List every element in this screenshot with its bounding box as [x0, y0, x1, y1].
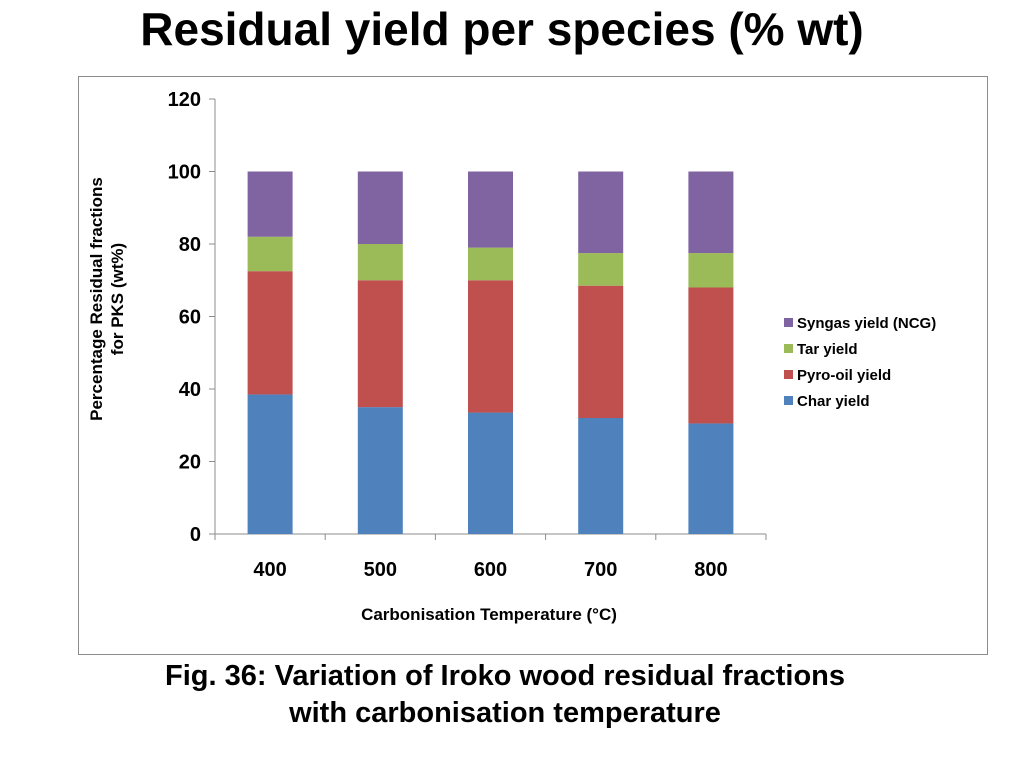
axes — [209, 98, 767, 540]
bar-char-yield-600 — [468, 412, 513, 534]
bar-char-yield-400 — [247, 394, 293, 534]
bar-syngas-yield-ncg-700 — [578, 171, 624, 254]
bar-tar-yield-400 — [247, 236, 293, 272]
legend: Syngas yield (NCG) Tar yield Pyro-oil yiel… — [784, 315, 936, 410]
bar-syngas-yield-ncg-600 — [468, 171, 513, 248]
bar-pyro-oil-yield-800 — [688, 287, 734, 424]
legend-swatch — [784, 318, 793, 327]
x-tick-label: 600 — [474, 559, 507, 581]
legend-entry: Char yield — [797, 393, 870, 410]
legend-swatch — [784, 370, 793, 379]
bar-char-yield-500 — [357, 407, 403, 534]
bar-char-yield-800 — [688, 423, 734, 534]
y-tick-label: 20 — [179, 452, 201, 474]
bar-pyro-oil-yield-700 — [578, 285, 624, 418]
stacked-bar-chart: 0 20 40 60 80 100 120 400 500 600 700 800 Carbonisa… — [87, 89, 936, 624]
bar-syngas-yield-ncg-400 — [247, 171, 293, 237]
y-axis-title-line2: for PKS (wt%) — [108, 243, 127, 355]
legend-swatch — [784, 344, 793, 353]
y-tick-label: 80 — [179, 234, 201, 256]
y-tick-label: 100 — [168, 162, 201, 184]
bar-syngas-yield-ncg-800 — [688, 171, 734, 254]
legend-entry: Pyro-oil yield — [797, 367, 891, 384]
x-tick-label: 700 — [584, 559, 617, 581]
bar-tar-yield-600 — [468, 247, 513, 281]
x-axis-title: Carbonisation Temperature (°C) — [361, 605, 617, 624]
bar-pyro-oil-yield-500 — [357, 280, 403, 408]
bar-syngas-yield-ncg-500 — [357, 171, 403, 244]
bar-pyro-oil-yield-600 — [468, 280, 513, 413]
y-tick-label: 120 — [168, 89, 201, 111]
y-tick-label: 40 — [179, 379, 201, 401]
caption-line-1: Fig. 36: Variation of Iroko wood residua… — [165, 660, 845, 692]
bar-pyro-oil-yield-400 — [247, 271, 293, 395]
figure-caption: Fig. 36: Variation of Iroko wood residua… — [0, 658, 1010, 732]
y-axis-title: Percentage Residual fractions for PKS (w… — [87, 177, 127, 421]
tick-labels: 0 20 40 60 80 100 120 400 500 600 700 800 — [168, 89, 728, 581]
bar-tar-yield-700 — [578, 253, 624, 286]
x-tick-label: 500 — [364, 559, 397, 581]
bar-tar-yield-500 — [357, 244, 403, 281]
y-tick-label: 60 — [179, 307, 201, 329]
x-tick-label: 800 — [694, 559, 727, 581]
bar-char-yield-700 — [578, 418, 624, 534]
y-tick-label: 0 — [190, 524, 201, 546]
bars — [247, 171, 734, 534]
caption-line-2: with carbonisation temperature — [289, 697, 721, 729]
y-axis-title-line1: Percentage Residual fractions — [87, 177, 106, 421]
x-tick-label: 400 — [253, 559, 286, 581]
legend-swatch — [784, 396, 793, 405]
slide-title: Residual yield per species (% wt) — [140, 3, 864, 55]
chart-area: 0 20 40 60 80 100 120 400 500 600 700 800 Carbonisa… — [78, 76, 988, 655]
legend-entry: Syngas yield (NCG) — [797, 315, 936, 332]
bar-tar-yield-800 — [688, 253, 734, 288]
legend-entry: Tar yield — [797, 341, 858, 358]
